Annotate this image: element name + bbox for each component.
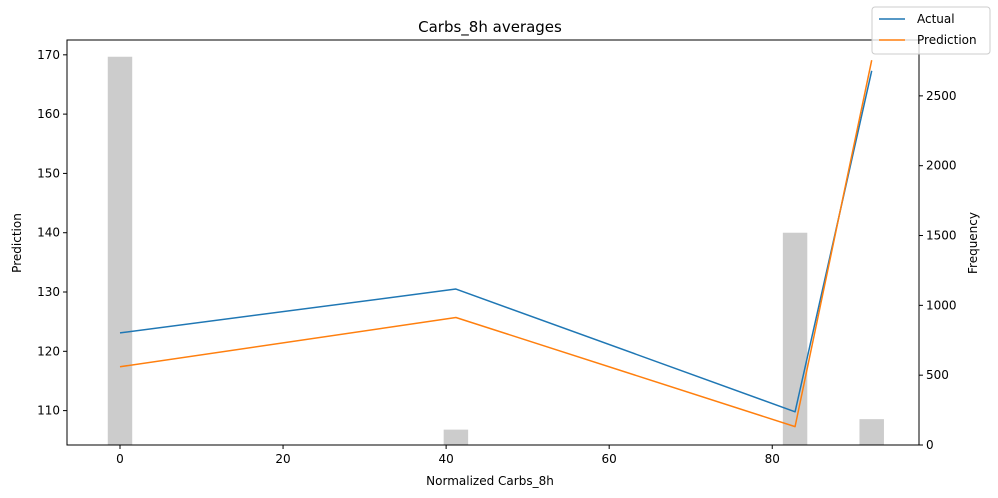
histogram-bar	[782, 232, 808, 445]
chart-title: Carbs_8h averages	[418, 18, 562, 37]
y-tick-label: 170	[37, 48, 60, 62]
y2-tick-label: 500	[926, 368, 949, 382]
series-lines	[119, 60, 873, 428]
x-tick-label: 40	[438, 452, 453, 466]
plot-frame	[66, 39, 920, 446]
legend-label-actual: Actual	[917, 12, 955, 26]
histogram-bar	[859, 419, 884, 445]
y-tick-label: 130	[37, 285, 60, 299]
y-tick-label: 110	[37, 404, 60, 418]
y2-tick-label: 2000	[926, 159, 957, 173]
histogram-bar	[443, 429, 469, 445]
y2-axis-ticks: 0 500 1000 1500 2000 2500	[919, 89, 957, 452]
legend: Actual Prediction	[871, 6, 991, 55]
x-tick-label: 20	[275, 452, 290, 466]
y2-axis-label: Frequency	[966, 212, 980, 274]
y2-tick-label: 2500	[926, 89, 957, 103]
x-tick-label: 80	[765, 452, 780, 466]
y-axis-ticks: 110 120 130 140 150 160 170	[37, 48, 67, 418]
y-axis-label: Prediction	[10, 213, 24, 273]
x-tick-label: 60	[602, 452, 617, 466]
series-line-prediction	[119, 60, 873, 428]
y-tick-label: 140	[37, 226, 60, 240]
y2-tick-label: 1500	[926, 229, 957, 243]
x-tick-label: 0	[116, 452, 124, 466]
y-tick-label: 150	[37, 166, 60, 180]
y-tick-label: 120	[37, 344, 60, 358]
y2-tick-label: 0	[926, 438, 934, 452]
y2-tick-label: 1000	[926, 298, 957, 312]
y-tick-label: 160	[37, 107, 60, 121]
legend-label-prediction: Prediction	[917, 33, 977, 47]
x-axis-ticks: 0 20 40 60 80	[116, 445, 780, 466]
x-axis-label: Normalized Carbs_8h	[426, 474, 554, 488]
histogram-bar	[107, 56, 133, 446]
